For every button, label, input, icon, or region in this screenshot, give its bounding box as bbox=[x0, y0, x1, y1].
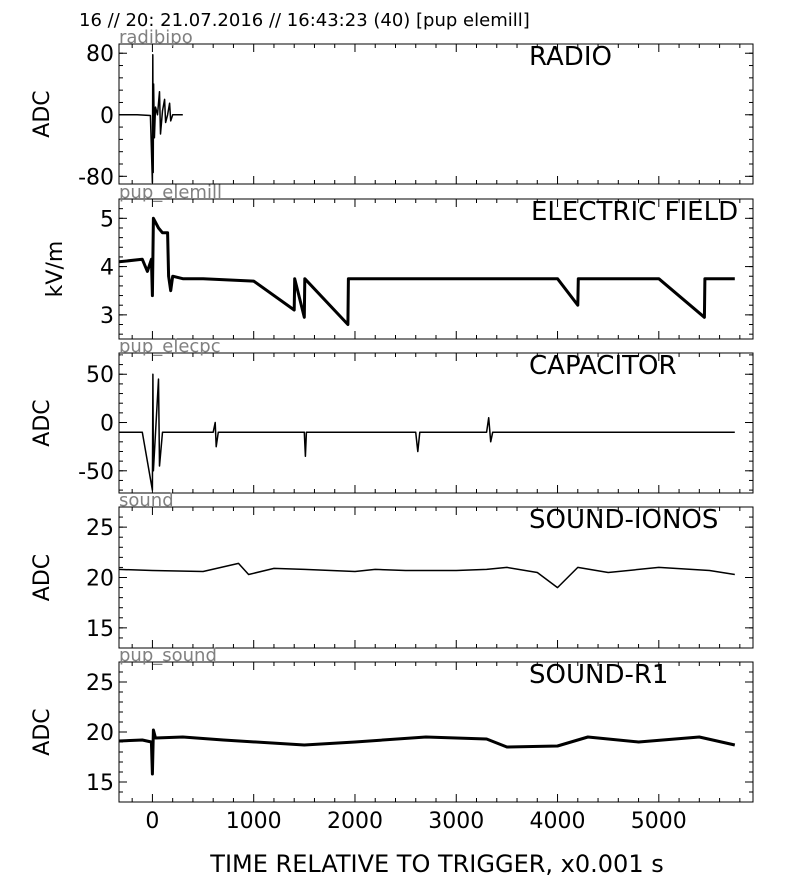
x-axis-label: TIME RELATIVE TO TRIGGER, x0.001 s bbox=[209, 850, 663, 878]
y-tick-label: -50 bbox=[78, 460, 114, 485]
y-tick-label: 50 bbox=[86, 363, 114, 388]
panel-title: SOUND-IONOS bbox=[529, 505, 718, 535]
y-tick-label: 25 bbox=[86, 516, 114, 541]
x-tick-label: 3000 bbox=[428, 809, 484, 834]
y-axis-label: kV/m bbox=[43, 241, 68, 298]
panel-source-label: radibipo bbox=[119, 27, 193, 48]
chart-header: 16 // 20: 21.07.2016 // 16:43:23 (40) [p… bbox=[79, 10, 530, 31]
y-tick-label: 20 bbox=[86, 721, 114, 746]
series-line bbox=[119, 54, 183, 184]
y-axis-label: ADC bbox=[30, 554, 55, 601]
panel-title: RADIO bbox=[529, 42, 612, 72]
series-line bbox=[118, 562, 735, 589]
y-tick-label: 25 bbox=[86, 671, 114, 696]
panel-title: ELECTRIC FIELD bbox=[531, 197, 738, 227]
y-tick-label: 0 bbox=[100, 104, 114, 129]
panel-title: SOUND-R1 bbox=[529, 660, 668, 690]
y-tick-label: -80 bbox=[78, 165, 114, 190]
panel-3: 50 0 -50 pup_elecpc CAPACITOR ADC bbox=[30, 336, 754, 494]
panel-source-label: sound bbox=[119, 490, 174, 511]
y-tick-label: 15 bbox=[86, 771, 114, 796]
panel-4: 25 20 15 sound SOUND-IONOS ADC bbox=[30, 490, 754, 649]
y-tick-label: 0 bbox=[100, 412, 114, 437]
y-tick-label: 80 bbox=[86, 42, 114, 67]
y-tick-label: 15 bbox=[86, 617, 114, 642]
x-tick-label: 4000 bbox=[530, 809, 586, 834]
panel-source-label: pup_elecpc bbox=[119, 336, 221, 357]
y-axis-label: ADC bbox=[30, 399, 55, 446]
chart-panels: 80 0 -80 radibipo RADIO ADC 5 4 3 pup_elemill ELEC… bbox=[30, 27, 754, 834]
series-line bbox=[119, 373, 735, 491]
series-line bbox=[118, 216, 735, 326]
panel-1: 80 0 -80 radibipo RADIO ADC bbox=[30, 27, 754, 190]
series-line bbox=[118, 728, 736, 776]
panel-5: 25 20 15 pup_sound SOUND-R1 ADC 0 1000 2000 3000 4… bbox=[30, 645, 754, 834]
plot-frame bbox=[118, 43, 754, 185]
y-tick-label: 3 bbox=[100, 304, 114, 329]
panel-2: 5 4 3 pup_elemill ELECTRIC FIELD kV/m bbox=[43, 182, 754, 340]
y-axis-label: ADC bbox=[30, 708, 55, 755]
y-axis-label: ADC bbox=[30, 90, 55, 137]
y-tick-label: 20 bbox=[86, 567, 114, 592]
y-tick-label: 5 bbox=[100, 207, 114, 232]
x-tick-label: 5000 bbox=[631, 809, 687, 834]
panel-source-label: pup_sound bbox=[119, 645, 217, 666]
x-tick-label: 1000 bbox=[226, 809, 282, 834]
x-tick-label: 0 bbox=[145, 809, 159, 834]
panel-source-label: pup_elemill bbox=[119, 182, 222, 203]
y-tick-label: 4 bbox=[100, 256, 114, 281]
x-tick-label: 2000 bbox=[327, 809, 383, 834]
panel-title: CAPACITOR bbox=[529, 351, 677, 381]
